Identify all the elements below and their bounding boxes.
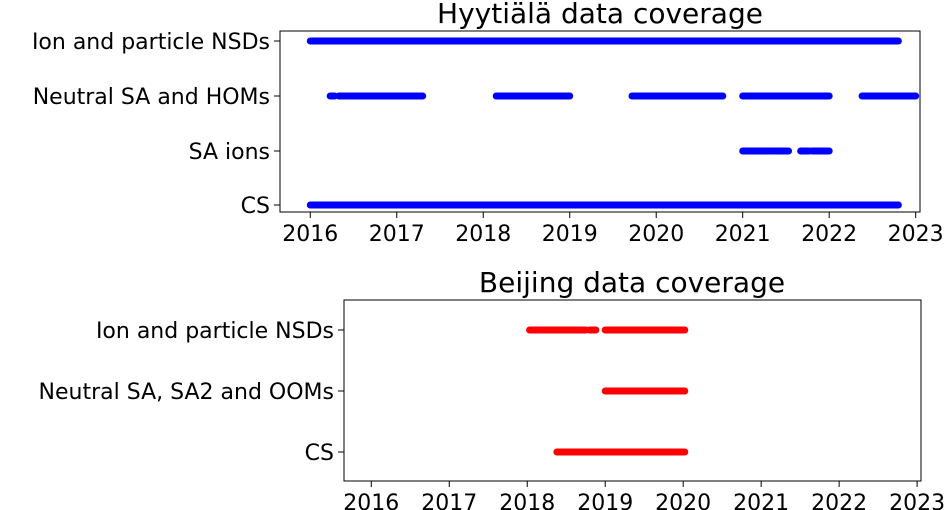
beijing-marks [526, 326, 689, 456]
beijing-y-tick-label-ion-and-particle-nsds: Ion and particle NSDs [96, 319, 334, 344]
beijing-x-tick-label-2017: 2017 [421, 491, 477, 510]
hyytiala-x-tick-label-2016: 2016 [282, 222, 338, 247]
beijing-y-tick-label-cs: CS [305, 441, 334, 466]
hyytiala-x-tick-label-2019: 2019 [542, 222, 598, 247]
hyytiala-y-tick-label-ion-and-particle-nsds: Ion and particle NSDs [32, 30, 270, 55]
beijing-x-tick-label-2021: 2021 [733, 491, 789, 510]
beijing-x-tick-label-2016: 2016 [343, 491, 399, 510]
beijing-x-tick-label-2019: 2019 [577, 491, 633, 510]
hyytiala-ticks: 2016 2017 2018 2019 2020 2021 2022 2023 Ion and … [32, 30, 944, 247]
hyytiala-y-tick-label-neutral-sa-and-homs: Neutral SA and HOMs [33, 85, 270, 110]
hyytiala-x-tick-label-2022: 2022 [801, 222, 857, 247]
beijing-x-tick-label-2023: 2023 [889, 491, 945, 510]
beijing-y-tick-label-neutral-sa-sa2-and-ooms: Neutral SA, SA2 and OOMs [39, 380, 334, 405]
beijing-ticks: 2016 2017 2018 2019 2020 2021 2022 2023 Ion and … [39, 319, 945, 510]
hyytiala-marks [306, 37, 920, 209]
beijing-x-tick-label-2020: 2020 [655, 491, 711, 510]
beijing-x-tick-label-2018: 2018 [499, 491, 555, 510]
hyytiala-chart-title: Hyytiälä data coverage [437, 0, 763, 30]
hyytiala-y-tick-label-sa-ions: SA ions [189, 140, 270, 165]
hyytiala-panel: Hyytiälä data coverage 2016 2017 2018 2019 2… [32, 0, 944, 247]
hyytiala-x-tick-label-2021: 2021 [715, 222, 771, 247]
hyytiala-x-tick-label-2023: 2023 [888, 222, 944, 247]
hyytiala-y-tick-label-cs: CS [241, 194, 270, 219]
beijing-plot-frame [343, 299, 922, 482]
beijing-panel: Beijing data coverage 2016 2017 2018 2019 20… [39, 266, 945, 510]
hyytiala-x-tick-label-2018: 2018 [455, 222, 511, 247]
hyytiala-plot-frame [279, 30, 921, 213]
beijing-x-tick-label-2022: 2022 [811, 491, 867, 510]
hyytiala-x-tick-label-2017: 2017 [369, 222, 425, 247]
beijing-chart-title: Beijing data coverage [479, 266, 785, 299]
hyytiala-x-tick-label-2020: 2020 [628, 222, 684, 247]
